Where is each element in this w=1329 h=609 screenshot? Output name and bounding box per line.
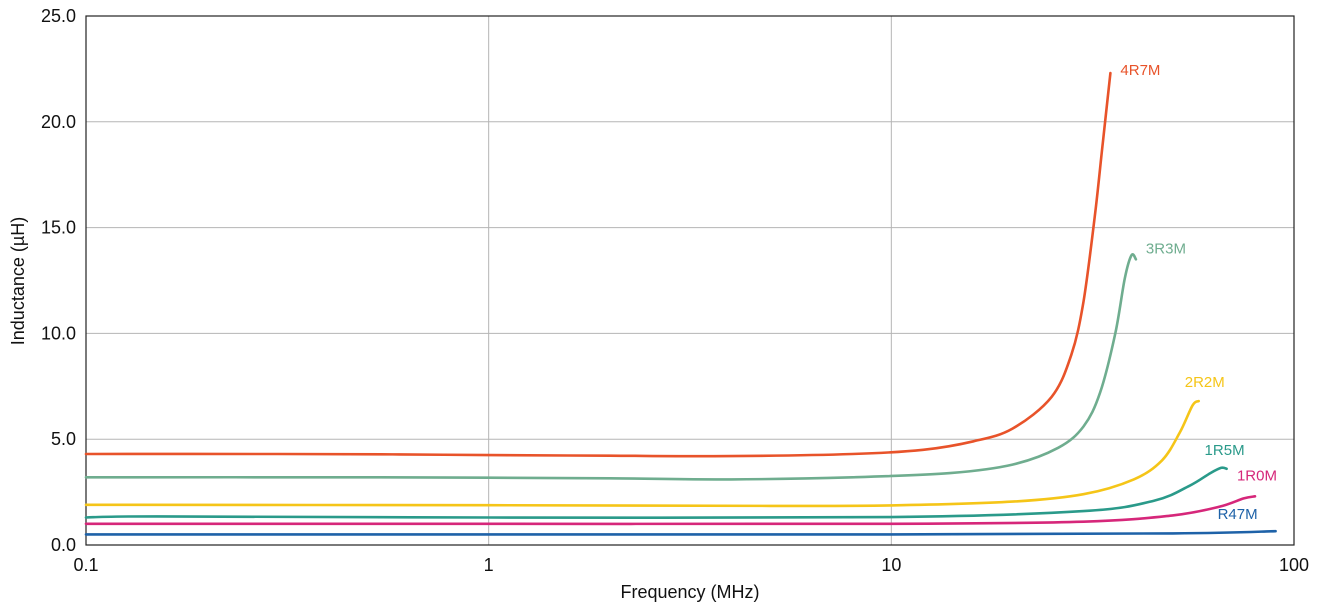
y-tick-label: 25.0 (41, 6, 76, 26)
y-tick-label: 0.0 (51, 535, 76, 555)
series-label-3r3m: 3R3M (1146, 240, 1186, 257)
series-line-2r2m (84, 399, 1200, 508)
tick-labels: 0.1 1 10 100 0.0 5.0 10.0 15.0 20.0 25.0 (41, 6, 1309, 575)
y-tick-label: 15.0 (41, 218, 76, 238)
y-tick-label: 20.0 (41, 112, 76, 132)
series-label-1r0m: 1R0M (1237, 467, 1277, 484)
series-label-r47m: R47M (1218, 506, 1258, 523)
series-label-1r5m: 1R5M (1205, 442, 1245, 459)
series-line-4r7m (84, 71, 1112, 458)
x-tick-label: 0.1 (73, 555, 98, 575)
data-series: 4R7M 3R3M 2R2M 1R5M 1R0M R47M (84, 62, 1277, 536)
plot-area-frame (85, 15, 1295, 546)
y-tick-label: 10.0 (41, 323, 76, 343)
series-line-r47m (84, 529, 1277, 536)
x-tick-label: 1 (484, 555, 494, 575)
y-axis-title: Inductance (µH) (8, 217, 28, 345)
series-line-1r0m (84, 495, 1257, 526)
series-line-1r5m (84, 466, 1228, 520)
series-label-2r2m: 2R2M (1185, 374, 1225, 391)
series-line-3r3m (84, 253, 1138, 481)
x-tick-label: 100 (1279, 555, 1309, 575)
x-axis-title: Frequency (MHz) (620, 582, 759, 602)
y-tick-label: 5.0 (51, 429, 76, 449)
gridlines (86, 16, 1294, 545)
x-tick-label: 10 (881, 555, 901, 575)
series-label-4r7m: 4R7M (1120, 62, 1160, 79)
